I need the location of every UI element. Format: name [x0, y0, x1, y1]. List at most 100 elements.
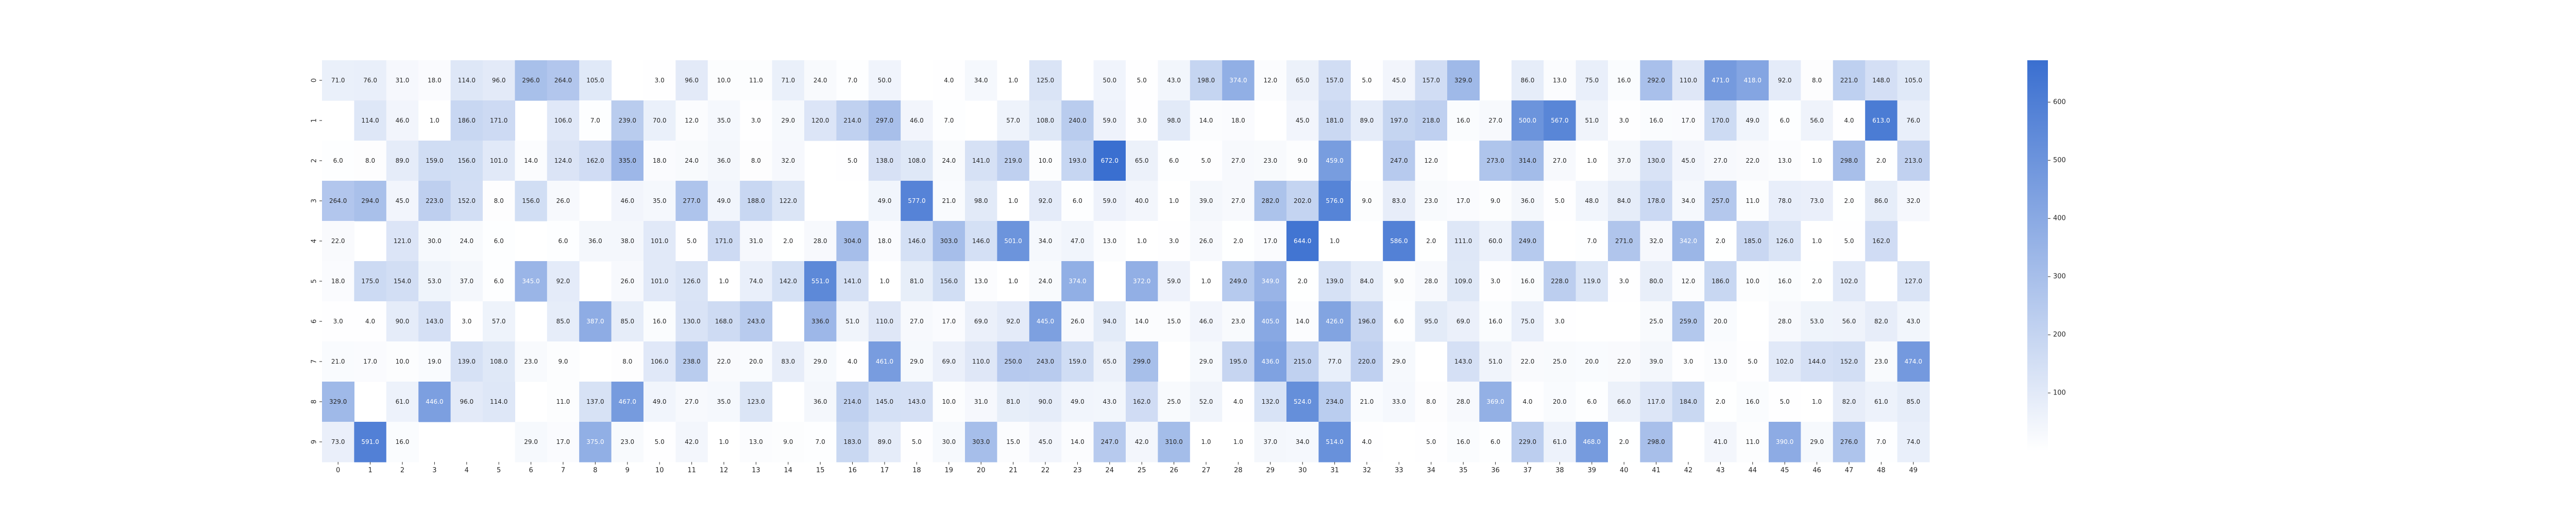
- heatmap-cell: [1897, 382, 1930, 422]
- cell-value-label: 124.0: [554, 157, 572, 164]
- heatmap-cell: [1318, 301, 1351, 342]
- cell-value-label: 83.0: [781, 358, 795, 365]
- cell-value-label: 297.0: [876, 117, 893, 124]
- heatmap-cell: [418, 382, 451, 422]
- heatmap-cell: [643, 221, 676, 262]
- heatmap-cell: [322, 141, 354, 181]
- x-tick-label: 9: [625, 467, 630, 474]
- cell-value-label: 17.0: [363, 358, 377, 365]
- cell-value-label: 52.0: [1199, 398, 1213, 405]
- cell-value-label: 184.0: [1680, 398, 1697, 405]
- cell-value-label: 9.0: [783, 438, 793, 445]
- heatmap-cell: [901, 141, 934, 181]
- cell-value-label: 45.0: [1039, 438, 1053, 445]
- colorbar-tick-label: 300: [2053, 273, 2066, 281]
- cell-value-label: 85.0: [1906, 398, 1920, 405]
- heatmap-cell: [1126, 60, 1158, 101]
- heatmap-cell: [1254, 422, 1287, 462]
- heatmap-cell: [675, 100, 708, 141]
- cell-value-label: 109.0: [1454, 278, 1472, 285]
- heatmap-cell: [1801, 141, 1834, 181]
- heatmap-cell: [1833, 422, 1866, 462]
- heatmap-cell: [1544, 341, 1577, 382]
- cell-value-label: 59.0: [1103, 197, 1116, 204]
- cell-value-label: 51.0: [1585, 117, 1599, 124]
- heatmap-cell: [611, 100, 644, 141]
- heatmap-cell: [1061, 221, 1094, 262]
- cell-value-label: 436.0: [1262, 358, 1279, 365]
- heatmap-cell: [1286, 60, 1319, 101]
- cell-value-label: 577.0: [908, 197, 925, 204]
- heatmap-cell: [1575, 261, 1608, 302]
- cell-value-label: 49.0: [1071, 398, 1084, 405]
- cell-value-label: 349.0: [1262, 278, 1279, 285]
- cell-value-label: 446.0: [426, 398, 443, 405]
- cell-value-label: 214.0: [843, 117, 861, 124]
- heatmap-cell: [322, 181, 354, 221]
- cell-value-label: 92.0: [556, 278, 570, 285]
- heatmap-cell: [965, 60, 997, 101]
- heatmap-cell: [611, 422, 644, 462]
- heatmap-cell: [322, 382, 354, 422]
- cell-value-label: 34.0: [1682, 197, 1696, 204]
- heatmap-cell: [965, 301, 997, 342]
- cell-value-label: 61.0: [1553, 438, 1567, 445]
- heatmap-cell: [675, 221, 708, 262]
- cell-value-label: 57.0: [1006, 117, 1020, 124]
- cell-value-label: 345.0: [522, 278, 539, 285]
- heatmap-cell: [418, 221, 451, 262]
- cell-value-label: 90.0: [1039, 398, 1053, 405]
- cell-value-label: 1.0: [1587, 157, 1597, 164]
- cell-value-label: 36.0: [1521, 197, 1535, 204]
- x-tick-label: 16: [848, 467, 857, 474]
- heatmap-cell: [901, 100, 934, 141]
- cell-value-label: 82.0: [1874, 318, 1888, 325]
- heatmap-cell: [868, 60, 901, 101]
- heatmap-cell: [1447, 221, 1480, 262]
- x-tick-label: 6: [529, 467, 533, 474]
- heatmap-cell: [1672, 141, 1705, 181]
- cell-value-label: 6.0: [1073, 197, 1082, 204]
- cell-value-label: 20.0: [1714, 318, 1727, 325]
- x-tick-label: 23: [1073, 467, 1082, 474]
- heatmap-cell: [450, 341, 483, 382]
- heatmap-cell: [1254, 221, 1287, 262]
- heatmap-cell: [772, 141, 805, 181]
- heatmap-cell: [804, 221, 837, 262]
- cell-value-label: 5.0: [655, 438, 665, 445]
- cell-value-label: 336.0: [811, 318, 829, 325]
- heatmap-cell: [1479, 181, 1512, 221]
- heatmap-cell: [675, 341, 708, 382]
- cell-value-label: 13.0: [749, 438, 763, 445]
- heatmap-cell: [1190, 141, 1223, 181]
- heatmap-cell: [547, 221, 580, 262]
- cell-value-label: 145.0: [876, 398, 893, 405]
- cell-value-label: 108.0: [1037, 117, 1054, 124]
- heatmap-cell: [997, 261, 1030, 302]
- cell-value-label: 43.0: [1167, 77, 1181, 84]
- cell-value-label: 143.0: [426, 318, 443, 325]
- cell-value-label: 108.0: [908, 157, 925, 164]
- heatmap-cell: [1222, 60, 1255, 101]
- cell-value-label: 152.0: [1840, 358, 1858, 365]
- cell-value-label: 126.0: [683, 278, 700, 285]
- cell-value-label: 46.0: [396, 117, 410, 124]
- heatmap-cell: [1029, 141, 1062, 181]
- heatmap-cell: [772, 422, 805, 462]
- cell-value-label: 23.0: [1231, 318, 1245, 325]
- cell-value-label: 24.0: [1039, 278, 1053, 285]
- cell-value-label: 53.0: [428, 278, 442, 285]
- heatmap-cell: [901, 261, 934, 302]
- cell-value-label: 5.0: [912, 438, 922, 445]
- cell-value-label: 10.0: [942, 398, 956, 405]
- heatmap-cell: [1479, 261, 1512, 302]
- heatmap-cell: [1704, 60, 1737, 101]
- cell-value-label: 8.0: [1812, 77, 1822, 84]
- cell-value-label: 89.0: [878, 438, 892, 445]
- heatmap-cell: [611, 341, 644, 382]
- heatmap-cell: [450, 181, 483, 221]
- heatmap-cell: [386, 341, 419, 382]
- cell-value-label: 9.0: [1362, 197, 1371, 204]
- heatmap-cell: [707, 382, 740, 422]
- heatmap-cell: [1511, 60, 1544, 101]
